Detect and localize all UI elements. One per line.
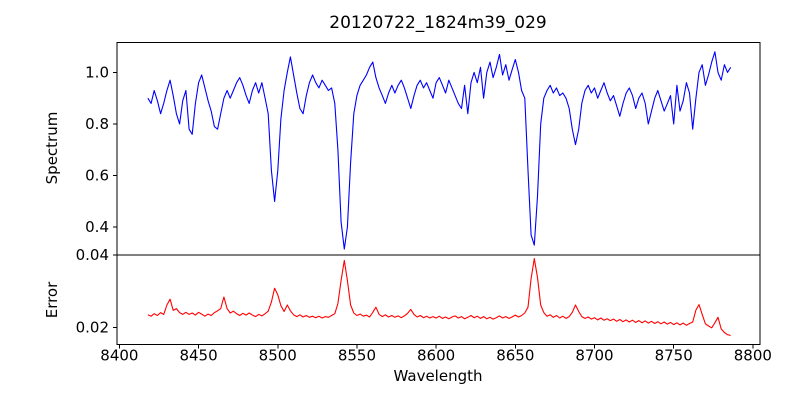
x-tick-label: 8600 [417,347,455,365]
spectrum-line [147,51,732,250]
error-line [147,258,731,336]
x-tick-label: 8500 [259,347,297,365]
y-tick-label-spectrum: 0.4 [85,218,109,236]
x-axis-label: Wavelength [393,367,483,385]
x-tick-label: 8550 [338,347,376,365]
x-tick-label: 8450 [179,347,217,365]
x-tick-label: 8750 [655,347,693,365]
chart-title: 20120722_1824m39_029 [329,13,547,33]
y-tick-label-error: 0.04 [76,246,109,264]
y-tick-label-spectrum: 0.8 [85,115,109,133]
x-tick-label: 8650 [496,347,534,365]
x-tick-label: 8800 [734,347,772,365]
y-tick-label-error: 0.02 [76,318,109,336]
x-tick-label: 8700 [575,347,613,365]
x-tick-label: 8400 [100,347,138,365]
y-axis-label-spectrum: Spectrum [43,111,61,185]
axes-frame [116,42,761,345]
y-tick-label-spectrum: 0.6 [85,167,109,185]
y-tick-label-spectrum: 1.0 [85,63,109,81]
y-axis-label-error: Error [43,281,61,319]
